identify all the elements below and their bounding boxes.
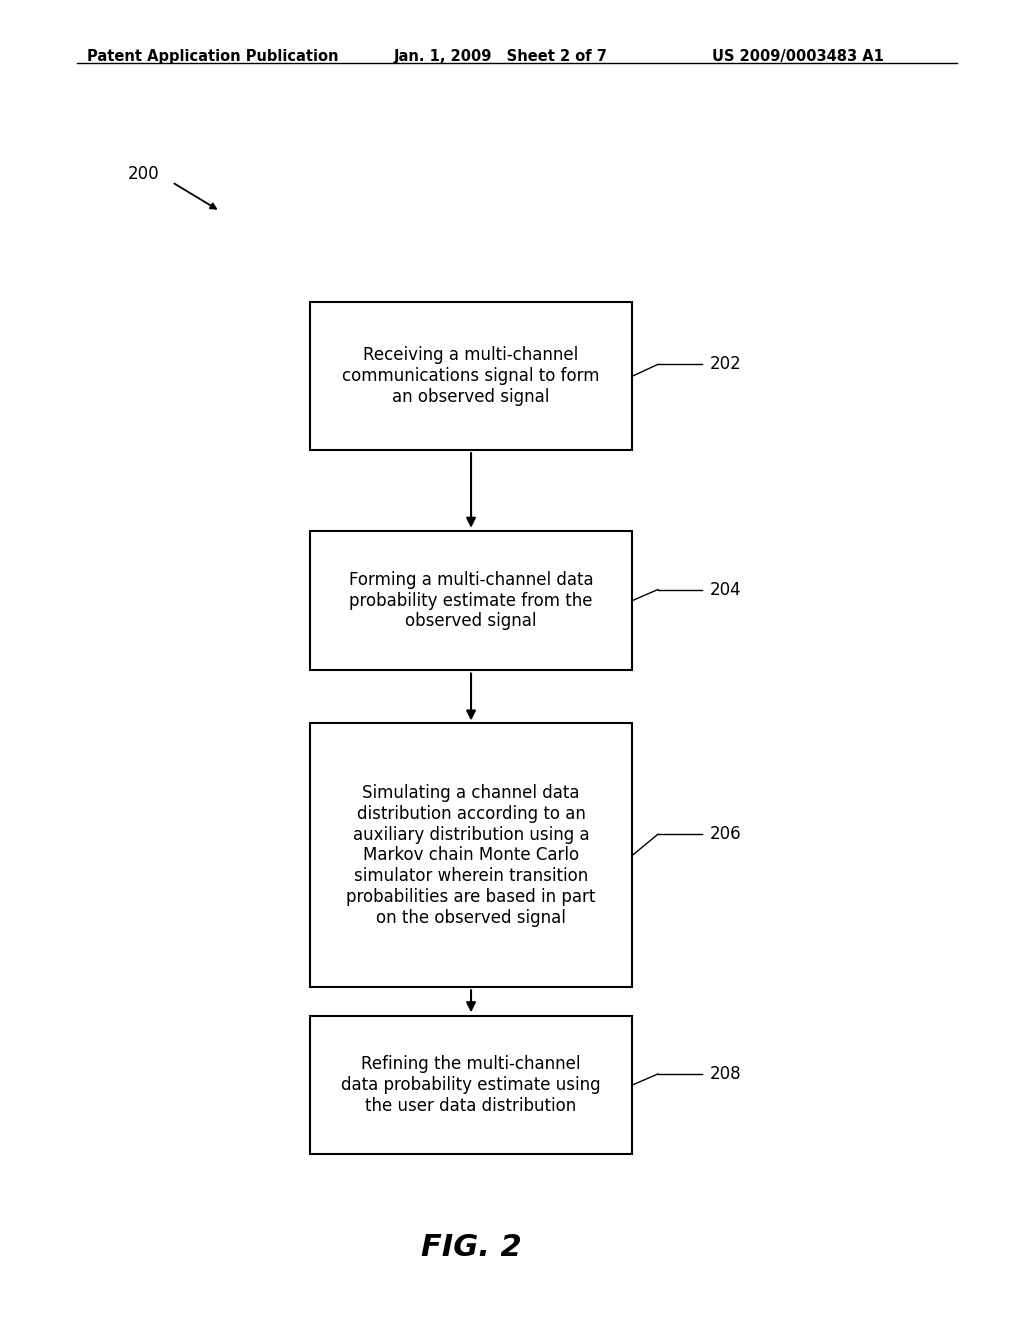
Text: 208: 208 [711,1065,741,1082]
FancyBboxPatch shape [309,532,632,671]
Text: 200: 200 [128,165,160,183]
Text: Jan. 1, 2009   Sheet 2 of 7: Jan. 1, 2009 Sheet 2 of 7 [394,49,608,63]
Text: FIG. 2: FIG. 2 [421,1233,521,1262]
FancyBboxPatch shape [309,302,632,450]
Text: 202: 202 [711,355,742,374]
Text: 206: 206 [711,825,741,843]
FancyBboxPatch shape [309,723,632,987]
Text: Forming a multi-channel data
probability estimate from the
observed signal: Forming a multi-channel data probability… [349,570,593,631]
Text: Receiving a multi-channel
communications signal to form
an observed signal: Receiving a multi-channel communications… [342,346,600,407]
Text: Patent Application Publication: Patent Application Publication [87,49,339,63]
Text: Simulating a channel data
distribution according to an
auxiliary distribution us: Simulating a channel data distribution a… [346,784,596,927]
Text: 204: 204 [711,581,741,598]
FancyBboxPatch shape [309,1016,632,1154]
Text: US 2009/0003483 A1: US 2009/0003483 A1 [712,49,884,63]
Text: Refining the multi-channel
data probability estimate using
the user data distrib: Refining the multi-channel data probabil… [341,1055,601,1115]
